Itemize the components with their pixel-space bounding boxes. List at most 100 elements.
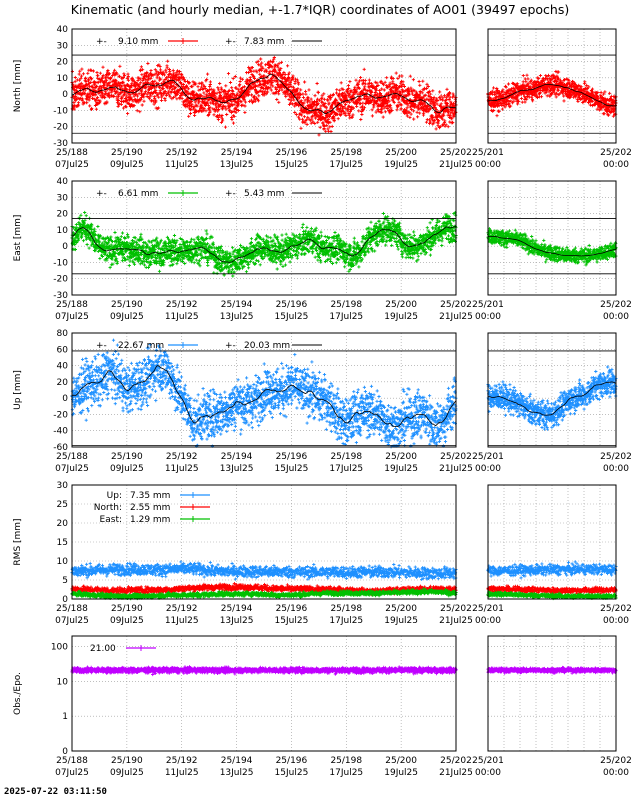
- x-tick-label: 21Jul25: [439, 312, 473, 322]
- main-frame: [71, 28, 457, 144]
- y-tick-label: 100: [51, 642, 68, 652]
- legend-value: 5.43 mm: [244, 189, 284, 199]
- main-frame: [71, 180, 457, 296]
- main-frame: [71, 332, 457, 448]
- y-tick-label: 20: [57, 58, 69, 68]
- x-tick-label: 00:00: [475, 160, 501, 170]
- x-tick-label: 25/188: [56, 148, 88, 158]
- x-tick-label: 19Jul25: [384, 312, 418, 322]
- x-tick-label: 25/202: [600, 756, 632, 766]
- y-tick-label: 25: [57, 500, 68, 510]
- x-tick-label: 15Jul25: [275, 768, 309, 778]
- median-line-up: [487, 381, 617, 416]
- legend-prefix: +-: [96, 341, 107, 351]
- y-tick-label: 40: [57, 362, 69, 372]
- x-tick-label: 07Jul25: [55, 616, 89, 626]
- y-tick-label: -40: [53, 427, 68, 437]
- legend-value: 1.29 mm: [130, 515, 170, 525]
- zoom-frame: [487, 332, 617, 448]
- x-tick-label: 19Jul25: [384, 464, 418, 474]
- y-tick-label: 30: [57, 193, 69, 203]
- x-tick-label: 19Jul25: [384, 160, 418, 170]
- x-tick-label: 09Jul25: [110, 768, 144, 778]
- x-tick-label: 13Jul25: [220, 616, 254, 626]
- y-tick-label: -30: [53, 291, 68, 301]
- x-tick-label: 25/198: [330, 148, 362, 158]
- x-tick-label: 25/196: [276, 756, 308, 766]
- y-tick-label: -20: [53, 275, 68, 285]
- x-tick-label: 25/194: [221, 756, 253, 766]
- x-tick-label: 25/202: [440, 604, 472, 614]
- legend-marker: [190, 504, 196, 510]
- data-points-obs: [70, 665, 618, 677]
- x-tick-label: 15Jul25: [275, 312, 309, 322]
- x-tick-label: 19Jul25: [384, 768, 418, 778]
- y-tick-label: 10: [57, 74, 69, 84]
- legend-marker: [180, 190, 186, 196]
- x-tick-label: 00:00: [603, 768, 629, 778]
- data-points-north: [70, 55, 458, 137]
- y-axis-label: East [mm]: [13, 215, 23, 262]
- y-tick-label: 40: [57, 25, 69, 35]
- x-tick-label: 09Jul25: [110, 616, 144, 626]
- x-tick-label: 25/200: [385, 452, 417, 462]
- x-tick-label: 17Jul25: [329, 160, 363, 170]
- y-tick-label: 30: [57, 481, 69, 491]
- y-tick-label: 40: [57, 177, 69, 187]
- y-tick-label: -20: [53, 410, 68, 420]
- x-tick-label: 25/201: [472, 604, 504, 614]
- panel-obs: [70, 635, 618, 752]
- x-tick-label: 25/190: [111, 452, 143, 462]
- x-tick-label: 00:00: [603, 312, 629, 322]
- x-tick-label: 25/201: [472, 452, 504, 462]
- y-tick-label: 20: [57, 378, 69, 388]
- x-tick-label: 00:00: [603, 464, 629, 474]
- x-tick-label: 25/202: [600, 148, 632, 158]
- x-tick-label: 17Jul25: [329, 616, 363, 626]
- x-tick-label: 25/196: [276, 452, 308, 462]
- y-tick-label: 0: [62, 394, 68, 404]
- median-line-north: [487, 84, 617, 107]
- x-tick-label: 21Jul25: [439, 160, 473, 170]
- x-tick-label: 11Jul25: [165, 768, 199, 778]
- x-tick-label: 25/190: [111, 604, 143, 614]
- panel-up: [70, 332, 618, 449]
- y-tick-label: -60: [53, 443, 68, 453]
- x-tick-label: 25/194: [221, 604, 253, 614]
- x-tick-label: 00:00: [475, 616, 501, 626]
- data-points-east: [486, 227, 618, 267]
- legend-value: 2.55 mm: [130, 503, 170, 513]
- legend-label: East:: [100, 515, 122, 525]
- main-frame: [71, 635, 457, 752]
- legend-marker: [180, 342, 186, 348]
- x-tick-label: 25/198: [330, 300, 362, 310]
- data-points-up: [70, 338, 458, 449]
- y-tick-label: -10: [53, 106, 68, 116]
- x-tick-label: 25/200: [385, 148, 417, 158]
- x-tick-label: 00:00: [475, 464, 501, 474]
- x-tick-label: 25/194: [221, 300, 253, 310]
- x-tick-label: 25/192: [166, 148, 198, 158]
- legend-prefix: +-: [225, 341, 236, 351]
- x-tick-label: 25/201: [472, 756, 504, 766]
- data-points-rms: [70, 560, 458, 581]
- x-tick-label: 11Jul25: [165, 312, 199, 322]
- x-tick-label: 17Jul25: [329, 312, 363, 322]
- y-tick-label: -30: [53, 139, 68, 149]
- panel-rms: [70, 484, 618, 601]
- y-tick-label: 30: [57, 41, 69, 51]
- x-tick-label: 25/188: [56, 300, 88, 310]
- x-tick-label: 25/196: [276, 300, 308, 310]
- x-tick-label: 00:00: [475, 312, 501, 322]
- y-tick-label: -10: [53, 258, 68, 268]
- x-tick-label: 25/188: [56, 756, 88, 766]
- x-tick-label: 25/194: [221, 452, 253, 462]
- x-tick-label: 25/192: [166, 604, 198, 614]
- legend-value: 22.67 mm: [118, 341, 164, 351]
- x-tick-label: 07Jul25: [55, 160, 89, 170]
- x-tick-label: 25/200: [385, 300, 417, 310]
- x-tick-label: 09Jul25: [110, 160, 144, 170]
- x-tick-label: 25/202: [440, 756, 472, 766]
- x-tick-label: 25/190: [111, 756, 143, 766]
- x-tick-label: 09Jul25: [110, 464, 144, 474]
